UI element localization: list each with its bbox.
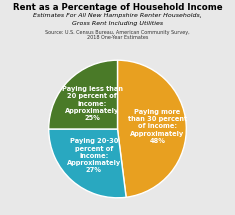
Wedge shape	[49, 129, 126, 198]
Text: Paying more
than 30 percent
of income:
Approximately
48%: Paying more than 30 percent of income: A…	[128, 109, 187, 144]
Text: Paying less than
20 percent of
income:
Approximately
25%: Paying less than 20 percent of income: A…	[62, 86, 123, 121]
Wedge shape	[118, 60, 186, 197]
Text: Source: U.S. Census Bureau, American Community Survey,: Source: U.S. Census Bureau, American Com…	[45, 30, 190, 35]
Text: Paying 20-30
percent of
income:
Approximately
27%: Paying 20-30 percent of income: Approxim…	[67, 138, 121, 173]
Wedge shape	[49, 60, 118, 129]
Text: 2018 One-Year Estimates: 2018 One-Year Estimates	[87, 35, 148, 40]
Text: Gross Rent Including Utilities: Gross Rent Including Utilities	[72, 22, 163, 26]
Text: Estimates For All New Hampshire Renter Households,: Estimates For All New Hampshire Renter H…	[33, 13, 202, 18]
Text: Rent as a Percentage of Household Income: Rent as a Percentage of Household Income	[13, 3, 222, 12]
